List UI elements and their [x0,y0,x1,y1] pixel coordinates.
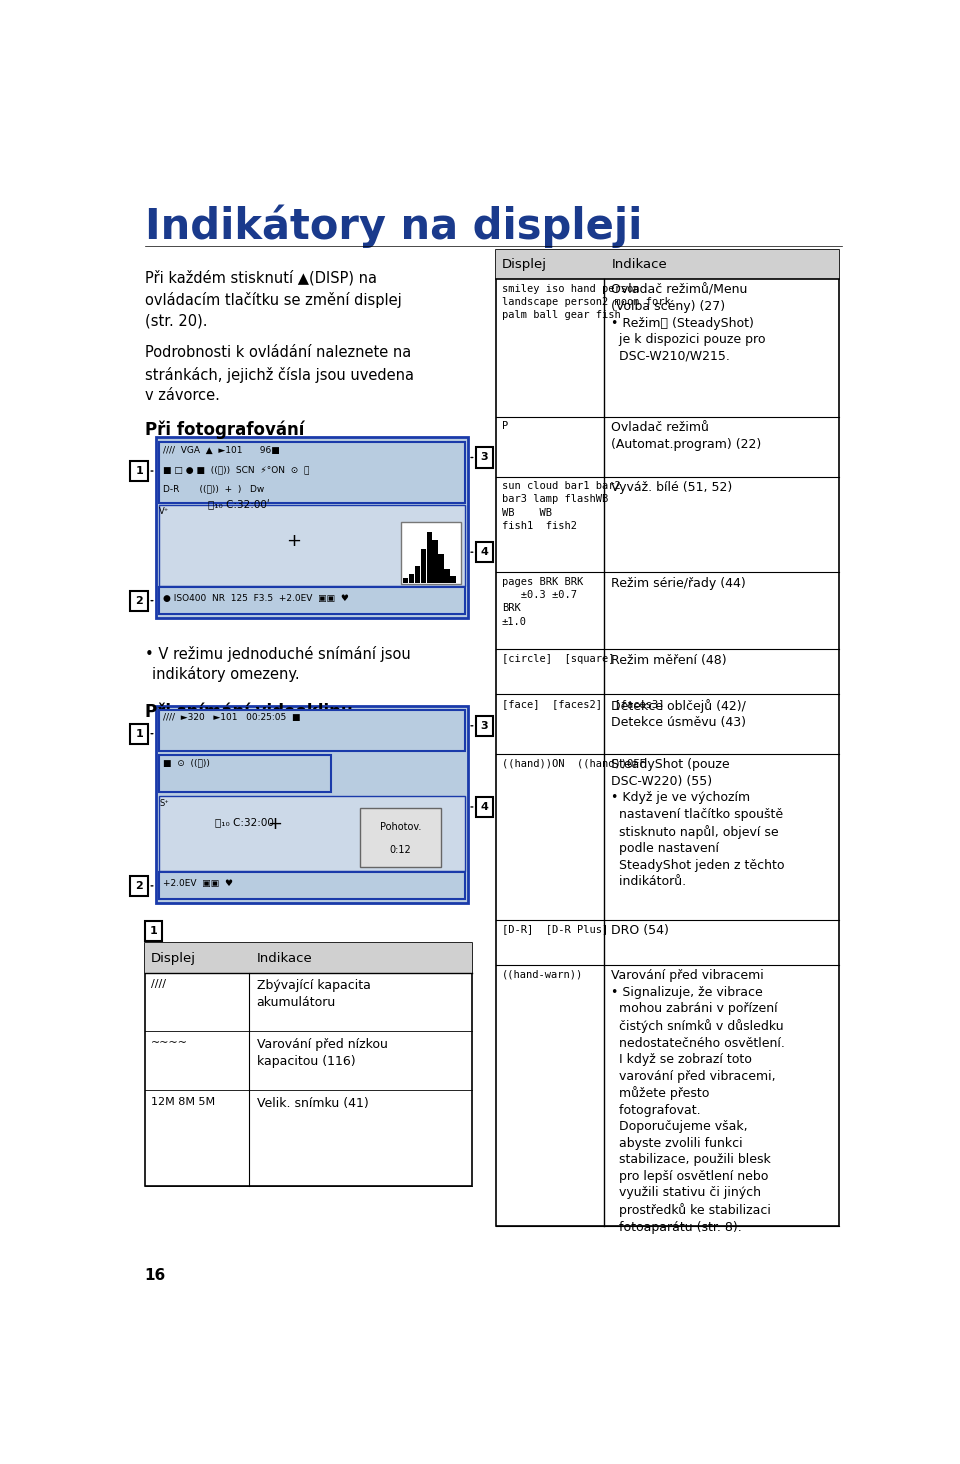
Text: Ovladač režimů
(Automat.program) (22): Ovladač režimů (Automat.program) (22) [612,422,761,451]
Bar [420,549,426,583]
Bar [426,531,432,583]
Text: Indikace: Indikace [256,952,313,965]
Bar [145,943,472,1186]
Text: Detekce oblčejů (42)/
Detekce úsměvu (43): Detekce oblčejů (42)/ Detekce úsměvu (43… [612,698,747,729]
Text: ////  VGA  ▲  ►101      96■: //// VGA ▲ ►101 96■ [163,447,280,455]
Bar [158,873,466,899]
Text: 4: 4 [481,548,489,558]
Text: 0:12: 0:12 [390,845,412,855]
Text: 12M 8M 5M: 12M 8M 5M [151,1097,215,1107]
Text: ■  ⊙  ((✋)): ■ ⊙ ((✋)) [163,758,210,767]
Bar [475,448,493,467]
Text: pages BRK BRK
   ±0.3 ±0.7
BRK
±1.0: pages BRK BRK ±0.3 ±0.7 BRK ±1.0 [502,577,583,627]
Text: Velik. snímku (41): Velik. snímku (41) [256,1097,369,1110]
Text: Varování před vibracemi
• Signalizuje, že vibrace
  mohou zabráni v pořízení
  č: Varování před vibracemi • Signalizuje, ž… [612,969,785,1234]
Text: ////: //// [151,979,165,990]
Text: 3: 3 [481,452,489,463]
Text: indikátory omezeny.: indikátory omezeny. [152,666,300,682]
Text: Ovladač režimů/Menu
(Volba scény) (27)
• Režim✋ (SteadyShot)
  je k dispozici po: Ovladač režimů/Menu (Volba scény) (27) •… [612,284,766,363]
Text: Displej: Displej [151,952,196,965]
Bar [432,540,438,583]
Text: ⌛₁₀ C:32:00ʹ: ⌛₁₀ C:32:00ʹ [207,499,270,509]
Text: Vyváž. bílé (51, 52): Vyváž. bílé (51, 52) [612,482,732,495]
Text: Zbývající kapacita
akumulátoru: Zbývající kapacita akumulátoru [256,979,371,1009]
Text: Při každém stisknutí ▲(DISP) na: Při každém stisknutí ▲(DISP) na [145,271,376,285]
Text: stránkách, jejichž čísla jsou uvedena: stránkách, jejichž čísla jsou uvedena [145,367,414,382]
Text: P: P [502,422,508,432]
Bar [495,250,839,1227]
Bar [156,438,468,618]
Text: ■ □ ● ■  ((✋))  SCN  ⚡°ON  ⊙  ⓩ: ■ □ ● ■ ((✋)) SCN ⚡°ON ⊙ ⓩ [163,466,309,474]
Text: ⌛₁₀ C:32:00: ⌛₁₀ C:32:00 [215,817,275,827]
Text: [circle]  [square]: [circle] [square] [502,653,614,663]
Text: ((hand))ON  ((hand))OFF: ((hand))ON ((hand))OFF [502,758,645,769]
Text: ovládacím tlačítku se změní displej: ovládacím tlačítku se změní displej [145,291,401,307]
Text: Displej: Displej [502,258,546,271]
Bar [158,587,466,615]
Text: [D-R]  [D-R Plus]: [D-R] [D-R Plus] [502,924,608,934]
Text: ● ISO400  NR  125  F3.5  +2.0EV  ▣▣  ♥: ● ISO400 NR 125 F3.5 +2.0EV ▣▣ ♥ [163,594,349,603]
Text: +: + [267,815,282,833]
Text: Indikace: Indikace [612,258,667,271]
Text: ((hand-warn)): ((hand-warn)) [502,969,583,979]
Text: (str. 20).: (str. 20). [145,313,207,328]
Text: 3: 3 [481,720,489,731]
Bar [145,921,162,941]
Text: Varování před nízkou
kapacitou (116): Varování před nízkou kapacitou (116) [256,1038,388,1067]
Bar [403,578,408,583]
Bar [131,461,148,482]
Text: S⁺: S⁺ [159,799,169,808]
Text: ////  ►320   ►101   00:25:05  ■: //// ►320 ►101 00:25:05 ■ [163,713,300,722]
Text: DRO (54): DRO (54) [612,924,669,937]
Bar [475,716,493,736]
Bar [131,875,148,896]
Bar [415,565,420,583]
Text: ~~~~: ~~~~ [151,1038,187,1048]
Text: 1: 1 [135,466,143,476]
Bar [158,796,466,871]
Text: • V režimu jednoduché snímání jsou: • V režimu jednoduché snímání jsou [145,646,410,662]
Text: 4: 4 [481,802,489,813]
Text: Podrobnosti k ovládání naleznete na: Podrobnosti k ovládání naleznete na [145,346,411,360]
Text: D-R       ((⏺))  +  )   Dw: D-R ((⏺)) + ) Dw [163,485,264,493]
Bar [495,250,839,280]
Bar [158,710,466,751]
Text: smiley iso hand person
landscape person2 moon fork
palm ball gear fish: smiley iso hand person landscape person2… [502,284,670,321]
Text: 1: 1 [150,925,157,935]
Bar [475,542,493,562]
Bar [145,943,472,972]
Text: V⁺: V⁺ [159,507,170,517]
Text: Při snímání videoklipu: Při snímání videoklipu [145,703,352,720]
Bar [131,723,148,744]
Bar [450,575,456,583]
Text: 2: 2 [135,596,143,606]
Text: Při fotografování: Při fotografování [145,420,304,439]
Bar [158,755,330,792]
Bar [158,442,466,502]
Text: 1: 1 [135,729,143,739]
Text: +: + [286,531,300,550]
Bar [158,505,466,586]
Bar [444,569,449,583]
Text: +2.0EV  ▣▣  ♥: +2.0EV ▣▣ ♥ [163,878,233,889]
Bar [475,796,493,817]
Bar [156,706,468,903]
Text: [face]  [faces2]  [faces3]: [face] [faces2] [faces3] [502,698,664,709]
Text: Režim série/řady (44): Režim série/řady (44) [612,577,746,590]
Bar [401,521,461,584]
Text: sun cloud bar1 bar2
bar3 lamp flashWB
WB    WB
fish1  fish2: sun cloud bar1 bar2 bar3 lamp flashWB WB… [502,482,620,531]
Text: Pohotov.: Pohotov. [380,821,421,832]
Text: Režim měření (48): Režim měření (48) [612,653,727,666]
Text: SteadyShot (pouze
DSC-W220) (55)
• Když je ve výchozím
  nastavení tlačítko spou: SteadyShot (pouze DSC-W220) (55) • Když … [612,758,785,889]
Text: 2: 2 [135,881,143,892]
Bar [439,555,444,583]
Text: v závorce.: v závorce. [145,388,220,403]
Bar [131,590,148,610]
Bar [360,808,441,867]
Text: Indikátory na displeji: Indikátory na displeji [145,205,642,249]
Bar [409,574,414,583]
Text: 16: 16 [145,1268,166,1282]
